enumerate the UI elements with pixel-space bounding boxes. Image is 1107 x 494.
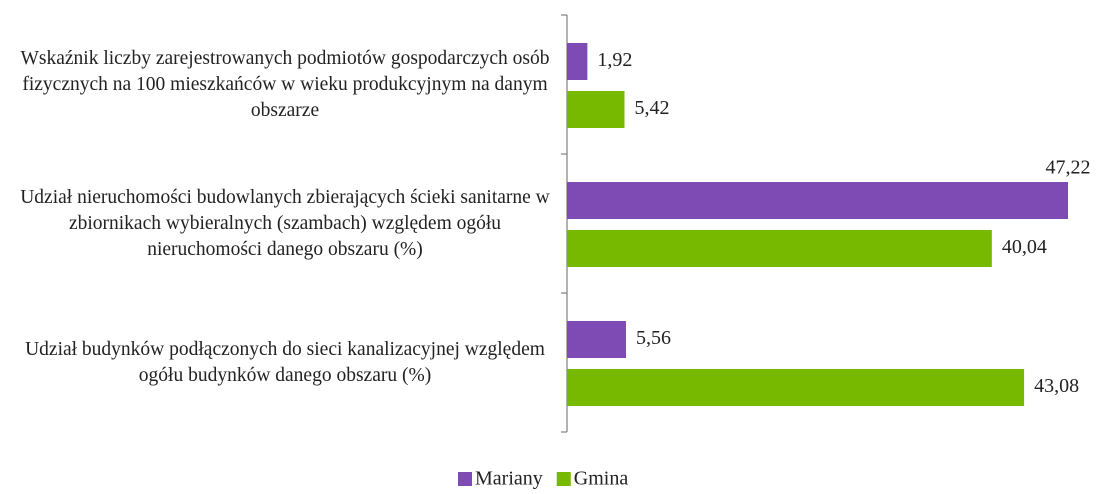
legend-label: Mariany — [475, 468, 543, 490]
legend-label: Gmina — [574, 468, 629, 490]
data-label: 47,22 — [1046, 157, 1091, 179]
category-label: Udział budynków podłączonych do sieci ka… — [25, 338, 545, 386]
bar — [567, 321, 626, 358]
bar — [567, 182, 1069, 219]
category-label: Udział nieruchomości budowlanych zbieraj… — [20, 186, 550, 260]
category-label: Wskaźnik liczby zarejestrowanych podmiot… — [20, 47, 550, 121]
data-label: 1,92 — [597, 49, 632, 71]
data-label: 5,42 — [635, 97, 670, 119]
bar — [567, 91, 625, 128]
legend-swatch — [458, 472, 472, 486]
bar — [567, 369, 1025, 406]
data-label: 40,04 — [1002, 236, 1047, 258]
legend-swatch — [556, 472, 571, 486]
data-label: 43,08 — [1034, 375, 1079, 397]
data-label: 5,56 — [636, 327, 671, 349]
bar — [567, 230, 992, 267]
bar — [567, 43, 588, 80]
